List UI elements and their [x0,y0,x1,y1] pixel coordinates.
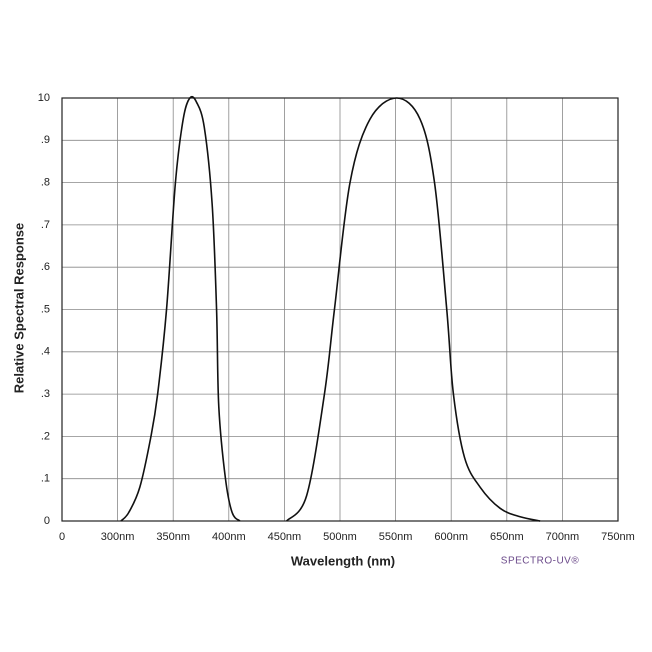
y-tick-label: .6 [41,261,50,273]
x-tick-label: 550nm [379,531,413,543]
y-tick-label: .3 [41,388,50,400]
plot-frame [61,97,619,522]
y-tick-label: .2 [41,430,50,442]
x-tick-label: 350nm [156,531,190,543]
x-tick-label: 300nm [101,531,135,543]
x-tick-label: 750nm [601,531,635,543]
response-curve [120,95,241,522]
x-tick-label: 400nm [212,531,246,543]
y-tick-label: .9 [41,134,50,146]
x-tick-label: 0 [59,531,65,543]
x-tick-label: 600nm [434,531,468,543]
logo: SPECTRO-UV® [501,556,580,567]
y-tick-label: 10 [38,92,50,104]
y-tick-label: .7 [41,219,50,231]
x-tick-label: 450nm [268,531,302,543]
x-axis-label: Wavelength (nm) [291,553,395,568]
x-tick-label: 650nm [490,531,524,543]
response-curve [285,97,541,522]
y-tick-label: 0 [44,515,50,527]
x-tick-label: 700nm [546,531,580,543]
y-tick-label: .4 [41,346,50,358]
y-axis-label: Relative Spectral Response [11,223,26,394]
y-tick-label: .8 [41,177,50,189]
x-tick-label: 500nm [323,531,357,543]
y-tick-label: .5 [41,303,50,315]
y-tick-label: .1 [41,473,50,485]
